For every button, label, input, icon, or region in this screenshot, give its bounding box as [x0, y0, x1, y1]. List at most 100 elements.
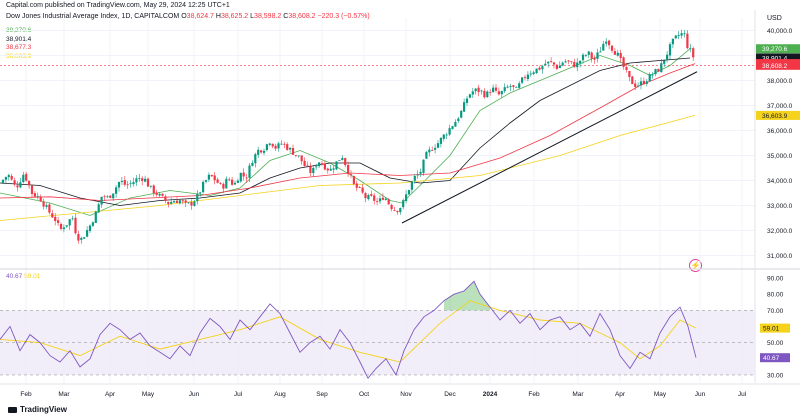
- rsi-band: [0, 310, 755, 375]
- candle-up: [666, 54, 669, 60]
- candle-up: [199, 192, 202, 194]
- candle-down: [619, 53, 622, 59]
- candle-up: [402, 200, 405, 208]
- candle-up: [193, 201, 196, 206]
- candle-up: [19, 182, 22, 188]
- tradingview-logo-icon: [8, 406, 17, 413]
- candle-down: [242, 172, 245, 177]
- candle-up: [668, 44, 672, 56]
- candle-up: [413, 175, 416, 181]
- low-value: 38,598.2: [254, 13, 282, 20]
- candle-up: [115, 187, 118, 194]
- candle-down: [74, 217, 77, 234]
- candle-up: [558, 65, 561, 69]
- candle-up: [22, 174, 25, 183]
- candle-up: [100, 196, 103, 205]
- close-label: C: [283, 13, 289, 20]
- candle-up: [257, 149, 260, 155]
- candle-up: [442, 134, 445, 139]
- candle-down: [126, 184, 129, 186]
- tradingview-logo-text: TradingView: [20, 405, 67, 414]
- candle-down: [184, 200, 187, 203]
- candle-down: [245, 177, 248, 179]
- candle-up: [94, 211, 97, 224]
- candle-up: [683, 33, 686, 35]
- open-value: 38,624.7: [186, 13, 214, 20]
- publisher-header: Capital.com published on TradingView.com…: [6, 2, 230, 9]
- candle-up: [68, 219, 71, 226]
- price-tick-label: 33,000.0: [767, 203, 793, 210]
- candle-up: [318, 162, 321, 167]
- time-tick-label: Jun: [189, 391, 200, 398]
- candle-down: [146, 178, 150, 187]
- candle-up: [526, 74, 529, 80]
- rsi-line: [0, 280, 697, 380]
- ma50-legend-value: 38,901.4: [6, 35, 32, 43]
- candle-up: [129, 183, 132, 185]
- candle-up: [660, 63, 663, 73]
- rsi-tick-label: 30.00: [767, 372, 784, 379]
- candle-up: [509, 85, 512, 87]
- candle-down: [686, 33, 689, 49]
- candle-down: [30, 185, 34, 194]
- candle-up: [654, 69, 657, 75]
- candle-up: [463, 102, 466, 112]
- candle-down: [613, 51, 616, 55]
- candle-up: [564, 61, 567, 63]
- candle-up: [262, 150, 266, 153]
- candle-up: [422, 159, 425, 173]
- rsi-value-tag-label: 40.67: [763, 355, 780, 362]
- candle-up: [112, 193, 115, 199]
- candle-down: [358, 187, 361, 188]
- time-tick-label: Apr: [105, 391, 116, 398]
- candle-down: [59, 223, 63, 229]
- high-label: H: [215, 13, 221, 20]
- candle-up: [434, 147, 437, 150]
- lightning-icon[interactable]: ⚡: [689, 259, 702, 272]
- candle-up: [581, 54, 585, 61]
- close-value: 38,608.2: [288, 13, 316, 20]
- candle-up: [170, 201, 173, 204]
- candle-up: [65, 225, 68, 227]
- candle-down: [161, 193, 164, 196]
- candle-down: [210, 174, 213, 177]
- candle-up: [239, 172, 242, 182]
- rsi-legend-value: 40.67: [6, 273, 23, 280]
- candle-down: [373, 195, 376, 201]
- candle-down: [657, 68, 660, 72]
- time-tick-label: Nov: [400, 391, 412, 398]
- candle-up: [439, 137, 442, 144]
- candle-up: [518, 83, 521, 88]
- time-tick-label: May: [142, 391, 155, 398]
- candle-down: [552, 62, 556, 65]
- candle-up: [605, 41, 608, 44]
- price-tick-label: 36,000.0: [767, 128, 793, 135]
- candle-up: [233, 182, 237, 185]
- candle-up: [332, 168, 335, 170]
- candle-up: [474, 88, 477, 92]
- candle-down: [33, 193, 36, 197]
- candle-down: [396, 210, 399, 213]
- candle-down: [57, 220, 60, 223]
- candle-up: [248, 165, 251, 178]
- candle-down: [631, 76, 634, 85]
- candle-down: [283, 143, 286, 145]
- candle-up: [236, 180, 239, 183]
- candle-up: [173, 201, 176, 203]
- candle-down: [393, 209, 396, 211]
- candle-down: [213, 175, 216, 181]
- candle-up: [4, 176, 7, 180]
- high-value: 38,625.2: [220, 13, 249, 20]
- candle-down: [309, 166, 312, 173]
- candle-up: [120, 181, 123, 182]
- time-tick-label: Jun: [695, 391, 706, 398]
- candle-down: [593, 57, 596, 60]
- time-tick-label: Feb: [528, 391, 540, 398]
- candle-down: [352, 176, 355, 184]
- price-tag: [756, 60, 800, 70]
- symbol-ohlc-line: Dow Jones Industrial Average Index, 1D, …: [6, 13, 370, 20]
- price-tag: [756, 44, 800, 54]
- candle-down: [355, 183, 358, 188]
- price-tag-label: 38,608.2: [762, 63, 788, 70]
